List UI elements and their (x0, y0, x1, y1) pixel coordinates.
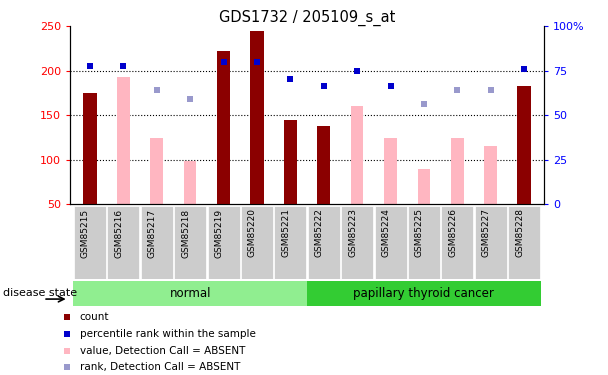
Bar (241, 206, 273, 279)
Bar (485, 147, 497, 204)
Bar (418, 169, 430, 204)
Text: normal: normal (170, 287, 211, 300)
Bar (83, 93, 97, 204)
Bar (150, 138, 163, 204)
Bar (207, 206, 240, 279)
Text: GSM85223: GSM85223 (348, 209, 357, 258)
Text: papillary thyroid cancer: papillary thyroid cancer (353, 287, 494, 300)
Bar (475, 206, 506, 279)
Bar (184, 161, 196, 204)
Bar (351, 106, 364, 204)
Bar (441, 206, 474, 279)
Text: GSM85225: GSM85225 (415, 209, 424, 258)
Text: GSM85216: GSM85216 (114, 209, 123, 258)
Bar (375, 206, 407, 279)
Text: rank, Detection Call = ABSENT: rank, Detection Call = ABSENT (80, 362, 240, 372)
Text: GSM85219: GSM85219 (215, 209, 224, 258)
Bar (517, 86, 531, 204)
Bar (384, 138, 397, 204)
Text: GSM85222: GSM85222 (315, 209, 323, 257)
Text: count: count (80, 312, 109, 322)
Text: GSM85228: GSM85228 (515, 209, 524, 258)
Bar (250, 31, 264, 204)
Title: GDS1732 / 205109_s_at: GDS1732 / 205109_s_at (219, 10, 395, 26)
Bar (508, 206, 540, 279)
Bar (140, 206, 173, 279)
Text: GSM85227: GSM85227 (482, 209, 491, 258)
Text: disease state: disease state (3, 288, 77, 298)
Bar (341, 206, 373, 279)
Bar (108, 206, 139, 279)
Bar (274, 206, 306, 279)
Bar (451, 138, 464, 204)
Bar (307, 281, 541, 306)
Text: percentile rank within the sample: percentile rank within the sample (80, 329, 255, 339)
Bar (217, 51, 230, 204)
Bar (317, 126, 330, 204)
Text: GSM85218: GSM85218 (181, 209, 190, 258)
Bar (174, 206, 206, 279)
Text: GSM85224: GSM85224 (382, 209, 390, 257)
Text: GSM85226: GSM85226 (448, 209, 457, 258)
Text: GSM85220: GSM85220 (248, 209, 257, 258)
Bar (73, 281, 307, 306)
Bar (308, 206, 340, 279)
Bar (284, 120, 297, 204)
Text: GSM85217: GSM85217 (148, 209, 157, 258)
Text: value, Detection Call = ABSENT: value, Detection Call = ABSENT (80, 346, 245, 356)
Bar (408, 206, 440, 279)
Text: GSM85215: GSM85215 (81, 209, 90, 258)
Text: GSM85221: GSM85221 (282, 209, 291, 258)
Bar (117, 77, 130, 204)
Bar (74, 206, 106, 279)
